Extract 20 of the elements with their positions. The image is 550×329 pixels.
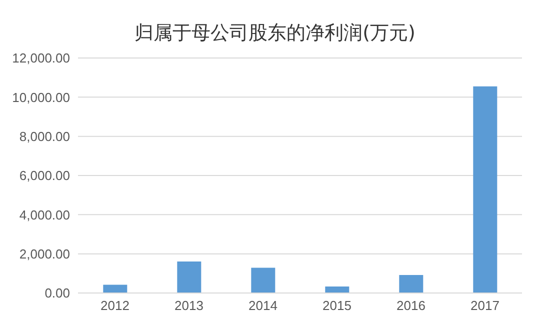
bar: [325, 286, 350, 293]
bar: [177, 261, 202, 293]
chart-title: 归属于母公司股东的净利润(万元): [134, 21, 416, 46]
x-tick-label: 2017: [470, 298, 500, 314]
y-tick-label: 8,000.00: [19, 128, 70, 144]
x-tick-label: 2016: [396, 298, 426, 314]
y-tick-label: 10,000.00: [12, 90, 70, 105]
x-tick-label: 2013: [174, 298, 204, 314]
bar: [473, 86, 498, 293]
y-tick-label: 0.00: [44, 286, 70, 301]
bar: [399, 274, 424, 293]
y-tick-label: 6,000.00: [19, 168, 70, 184]
y-tick-label: 12,000.00: [12, 50, 70, 66]
x-tick-label: 2014: [248, 298, 278, 314]
bar: [103, 284, 128, 293]
bar: [251, 268, 276, 293]
y-tick-label: 2,000.00: [19, 246, 70, 262]
y-tick-label: 4,000.00: [19, 207, 70, 222]
x-tick-label: 2015: [322, 298, 352, 314]
x-tick-label: 2012: [100, 298, 130, 314]
